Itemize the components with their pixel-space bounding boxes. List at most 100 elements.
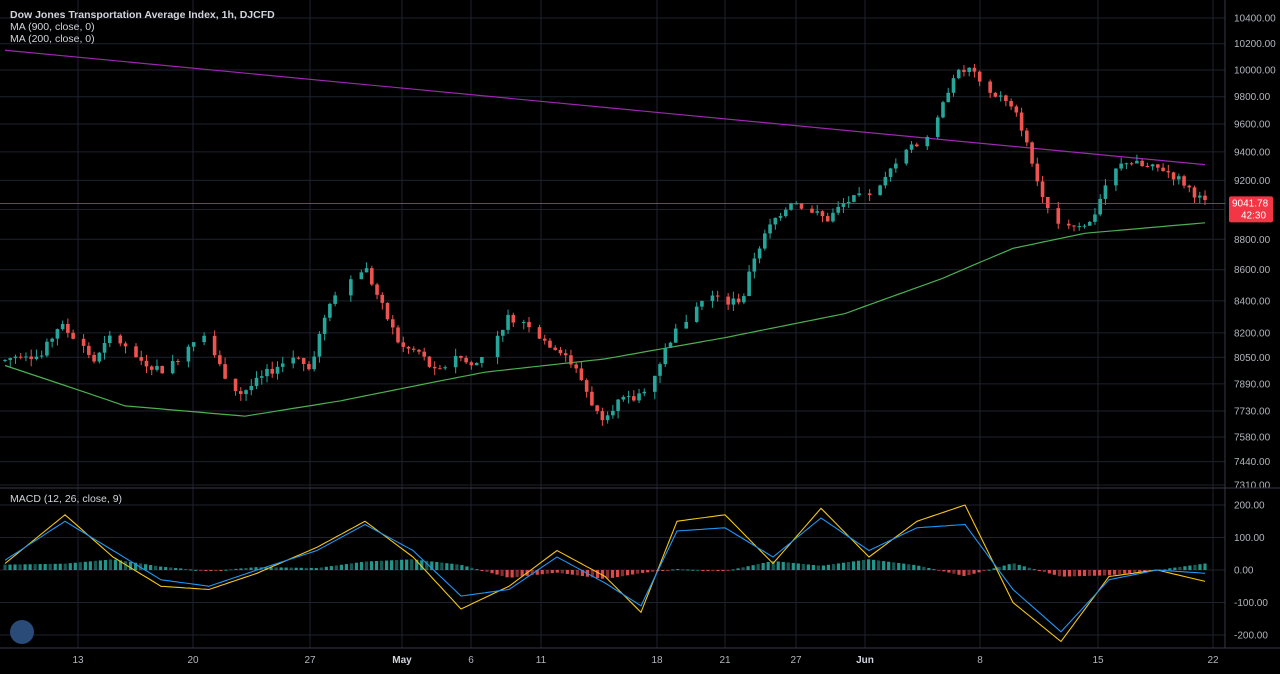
candle-body bbox=[265, 368, 269, 377]
macd-histogram-bar bbox=[861, 560, 866, 570]
macd-histogram-bar bbox=[982, 570, 986, 572]
candle-body bbox=[8, 358, 13, 360]
macd-histogram-bar bbox=[666, 570, 670, 571]
ma900-legend: MA (900, close, 0) bbox=[10, 21, 95, 33]
macd-histogram-bar bbox=[1087, 570, 1092, 576]
macd-histogram-bar bbox=[430, 561, 434, 570]
macd-histogram-bar bbox=[1027, 567, 1031, 570]
macd-histogram-bar bbox=[495, 570, 499, 575]
macd-histogram-bar bbox=[83, 561, 87, 570]
candle-body bbox=[322, 317, 327, 334]
macd-histogram-bar bbox=[887, 561, 891, 570]
macd-histogram-bar bbox=[600, 570, 605, 579]
candle-body bbox=[852, 195, 856, 202]
candle-body bbox=[92, 354, 96, 362]
candle-body bbox=[883, 176, 888, 186]
macd-histogram-bar bbox=[269, 567, 273, 570]
macd-histogram-bar bbox=[490, 570, 494, 574]
candle-body bbox=[1056, 208, 1061, 224]
macd-histogram-bar bbox=[826, 564, 831, 570]
macd-histogram-bar bbox=[661, 570, 665, 571]
candle-body bbox=[731, 298, 736, 305]
candle-body bbox=[118, 335, 123, 344]
candle-body bbox=[558, 349, 563, 354]
macd-histogram-bar bbox=[836, 563, 841, 570]
macd-histogram-bar bbox=[299, 567, 303, 570]
macd-histogram-bar bbox=[922, 566, 926, 570]
macd-histogram-bar bbox=[364, 561, 369, 570]
tradingview-logo-icon[interactable] bbox=[10, 620, 34, 644]
macd-histogram-bar bbox=[159, 566, 163, 570]
candle-body bbox=[815, 211, 820, 213]
macd-histogram-bar bbox=[219, 570, 223, 571]
candle-body bbox=[1093, 214, 1097, 222]
candle-body bbox=[1197, 195, 1202, 198]
candle-body bbox=[3, 359, 7, 361]
candle-body bbox=[396, 327, 400, 343]
candle-body bbox=[878, 185, 882, 196]
candle-body bbox=[249, 385, 254, 391]
candle-body bbox=[726, 296, 730, 305]
macd-histogram-bar bbox=[992, 568, 996, 570]
candle-body bbox=[1203, 195, 1207, 201]
macd-histogram-bar bbox=[942, 570, 946, 572]
candle-body bbox=[18, 356, 23, 358]
candle-body bbox=[548, 340, 552, 348]
candle-body bbox=[270, 368, 275, 374]
candle-body bbox=[186, 346, 191, 362]
macd-histogram-bar bbox=[821, 565, 826, 570]
candle-body bbox=[825, 216, 830, 222]
macd-histogram-bar bbox=[329, 566, 333, 570]
macd-histogram-bar bbox=[103, 559, 108, 570]
candle-body bbox=[773, 217, 778, 225]
macd-histogram-bar bbox=[972, 570, 976, 574]
candle-body bbox=[700, 301, 704, 307]
candle-body bbox=[611, 410, 615, 416]
macd-histogram-bar bbox=[304, 567, 308, 570]
macd-histogram-bar bbox=[550, 570, 554, 574]
macd-histogram-bar bbox=[189, 569, 193, 571]
candle-body bbox=[438, 368, 442, 370]
last-price-value: 9041.78 bbox=[1232, 198, 1269, 209]
macd-histogram-bar bbox=[485, 570, 489, 572]
macd-histogram-bar bbox=[726, 570, 730, 571]
y-tick-label: 9400.00 bbox=[1234, 147, 1271, 158]
candle-body bbox=[1156, 164, 1160, 168]
y-tick-label: 7890.00 bbox=[1234, 379, 1271, 390]
candle-body bbox=[521, 321, 526, 323]
macd-histogram-bar bbox=[234, 568, 238, 570]
candle-body bbox=[1072, 225, 1076, 227]
macd-histogram-bar bbox=[937, 570, 941, 571]
macd-histogram-bar bbox=[716, 570, 720, 571]
candle-body bbox=[1019, 112, 1024, 131]
candle-body bbox=[537, 327, 542, 339]
candle-body bbox=[888, 168, 893, 177]
macd-histogram-bar bbox=[78, 562, 82, 570]
candle-body bbox=[1161, 167, 1165, 172]
candle-body bbox=[370, 268, 374, 285]
macd-histogram-bar bbox=[1052, 570, 1056, 575]
x-tick-label: 20 bbox=[187, 655, 199, 666]
macd-tick-label: -200.00 bbox=[1234, 631, 1268, 642]
macd-histogram-bar bbox=[811, 564, 815, 570]
candle-body bbox=[621, 396, 626, 400]
candle-body bbox=[1145, 166, 1150, 168]
macd-histogram-bar bbox=[570, 570, 574, 575]
macd-histogram-bar bbox=[8, 564, 12, 570]
macd-histogram-bar bbox=[575, 570, 579, 576]
candle-body bbox=[998, 95, 1003, 97]
candle-body bbox=[411, 348, 416, 350]
y-tick-label: 7730.00 bbox=[1234, 407, 1271, 418]
macd-histogram-bar bbox=[781, 561, 785, 570]
candle-body bbox=[694, 306, 699, 322]
candle-body bbox=[1009, 101, 1013, 107]
macd-histogram-bar bbox=[229, 569, 233, 571]
macd-histogram-bar bbox=[465, 566, 469, 570]
candle-body bbox=[480, 357, 484, 363]
macd-histogram-bar bbox=[620, 570, 625, 577]
macd-histogram-bar bbox=[123, 561, 128, 570]
candle-body bbox=[406, 346, 411, 349]
candle-body bbox=[108, 335, 112, 344]
candle-body bbox=[967, 67, 971, 72]
